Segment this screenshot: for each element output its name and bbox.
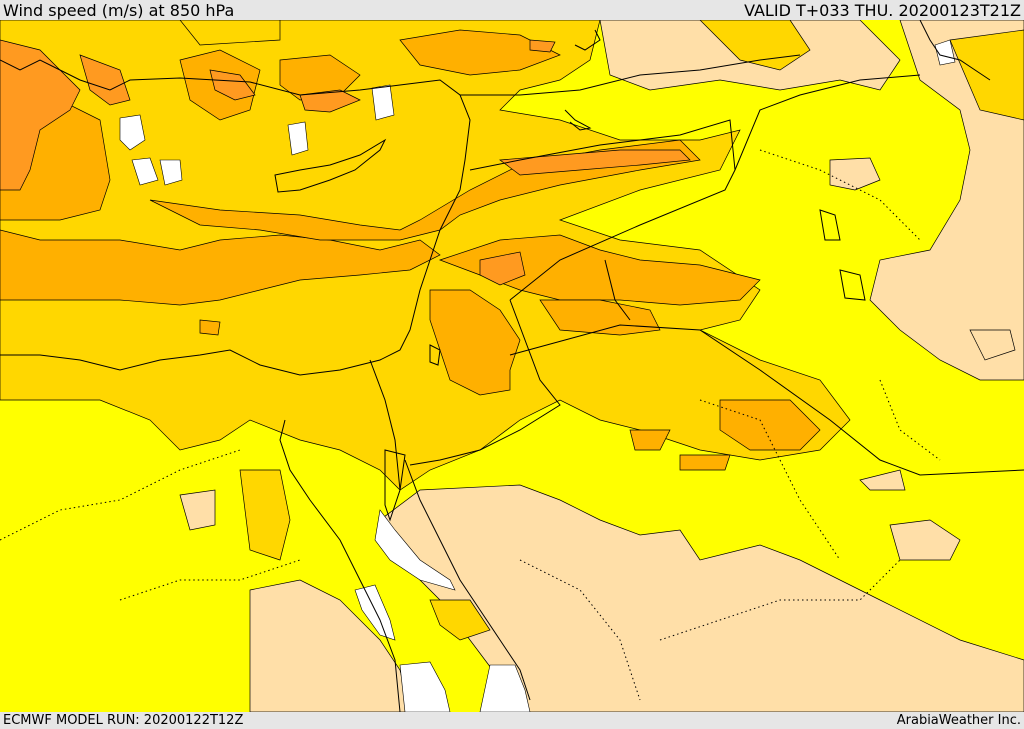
masked-areas <box>119 39 956 712</box>
country-borders <box>369 54 1024 491</box>
model-run-label: ECMWF MODEL RUN: 20200122T12Z <box>3 713 244 728</box>
footer-bar: ECMWF MODEL RUN: 20200122T12Z ArabiaWeat… <box>0 712 1024 729</box>
header-bar: Wind speed (m/s) at 850 hPa VALID T+033 … <box>0 0 1024 20</box>
wind-speed-map <box>0 20 1024 712</box>
province-borders <box>0 149 941 701</box>
coastlines <box>0 20 991 712</box>
highest-wind-areas <box>0 39 691 286</box>
map-title: Wind speed (m/s) at 850 hPa <box>3 1 235 20</box>
valid-time: VALID T+033 THU. 20200123T21Z <box>744 1 1021 20</box>
low-wind-areas <box>179 20 1024 712</box>
credit-label: ArabiaWeather Inc. <box>896 713 1021 728</box>
